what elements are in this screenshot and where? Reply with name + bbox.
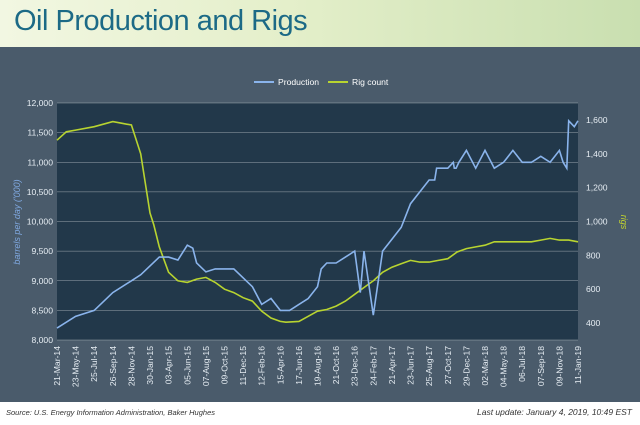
gridlines (57, 102, 578, 341)
x-tick-label: 23-Jun-17 (406, 346, 416, 385)
x-tick-label: 07-Aug-15 (201, 346, 211, 386)
left-tick-label: 10,500 (27, 187, 54, 197)
legend-rig-count-label: Rig count (352, 77, 389, 87)
x-tick-label: 25-Jul-14 (89, 346, 99, 382)
right-tick-label: 600 (586, 284, 601, 294)
x-tick-label: 03-Apr-15 (164, 346, 174, 384)
right-axis-label: rigs (619, 215, 629, 230)
x-tick-label: 04-May-18 (499, 346, 509, 387)
x-tick-label: 29-Dec-17 (461, 346, 471, 386)
left-tick-label: 8,000 (31, 335, 53, 345)
x-tick-label: 19-Aug-16 (313, 346, 323, 386)
x-tick-label: 15-Apr-16 (275, 346, 285, 384)
x-tick-label: 11-Jan-19 (573, 346, 583, 384)
right-tick-label: 1,200 (586, 183, 608, 193)
x-tick-label: 23-Dec-16 (350, 346, 360, 386)
right-axis-ticks: 400 600 800 1,000 1,200 1,400 1,600 (586, 115, 608, 328)
x-tick-label: 02-Mar-18 (480, 346, 490, 386)
x-tick-label: 07-Sep-18 (536, 346, 546, 386)
x-tick-label: 26-Sep-14 (108, 346, 118, 386)
rig-count-series-line (56, 120, 579, 324)
x-tick-label: 25-Aug-17 (424, 346, 434, 386)
x-tick-label: 24-Feb-17 (368, 346, 378, 386)
left-tick-label: 9,500 (31, 246, 53, 256)
x-tick-label: 09-Nov-18 (554, 346, 564, 386)
source-note: Source: U.S. Energy Information Administ… (6, 408, 215, 417)
footer-bar (0, 402, 640, 425)
x-tick-label: 06-Jul-18 (517, 346, 527, 382)
legend: Production Rig count (254, 77, 389, 87)
right-tick-label: 1,600 (586, 115, 608, 125)
x-tick-label: 05-Jun-15 (182, 346, 192, 385)
right-tick-label: 1,000 (586, 217, 608, 227)
x-tick-label: 27-Oct-17 (443, 346, 453, 384)
x-tick-label: 09-Oct-15 (219, 346, 229, 384)
x-tick-label: 21-Apr-17 (387, 346, 397, 384)
left-tick-label: 12,000 (27, 98, 54, 108)
right-tick-label: 400 (586, 318, 601, 328)
x-tick-label: 12-Feb-16 (257, 346, 267, 386)
x-tick-label: 21-Oct-16 (331, 346, 341, 384)
legend-production-label: Production (278, 77, 319, 87)
left-axis-ticks: 8,000 8,500 9,000 9,500 10,000 10,500 11,000 11… (27, 98, 54, 345)
left-tick-label: 9,000 (31, 276, 53, 286)
left-tick-label: 11,500 (27, 128, 53, 138)
left-axis-label: barrels per day ('000) (12, 179, 22, 264)
x-tick-label: 30-Jan-15 (145, 346, 155, 385)
title-banner: Oil Production and Rigs (0, 0, 640, 47)
right-tick-label: 800 (586, 250, 601, 260)
left-tick-label: 11,000 (27, 157, 53, 167)
left-tick-label: 8,500 (31, 305, 53, 315)
x-tick-label: 11-Dec-15 (238, 346, 248, 386)
x-tick-label: 28-Nov-14 (126, 346, 136, 386)
x-tick-label: 21-Mar-14 (52, 346, 62, 386)
production-series-line (56, 118, 579, 329)
x-tick-label: 17-Jun-16 (294, 346, 304, 385)
x-axis-ticks: 21-Mar-14 23-May-14 25-Jul-14 26-Sep-14 28-N… (52, 346, 583, 387)
right-tick-label: 1,400 (586, 149, 608, 159)
left-tick-label: 10,000 (27, 217, 54, 227)
x-tick-label: 23-May-14 (71, 346, 81, 387)
last-update: Last update: January 4, 2019, 10:49 EST (477, 407, 632, 417)
page-title: Oil Production and Rigs (14, 5, 308, 37)
